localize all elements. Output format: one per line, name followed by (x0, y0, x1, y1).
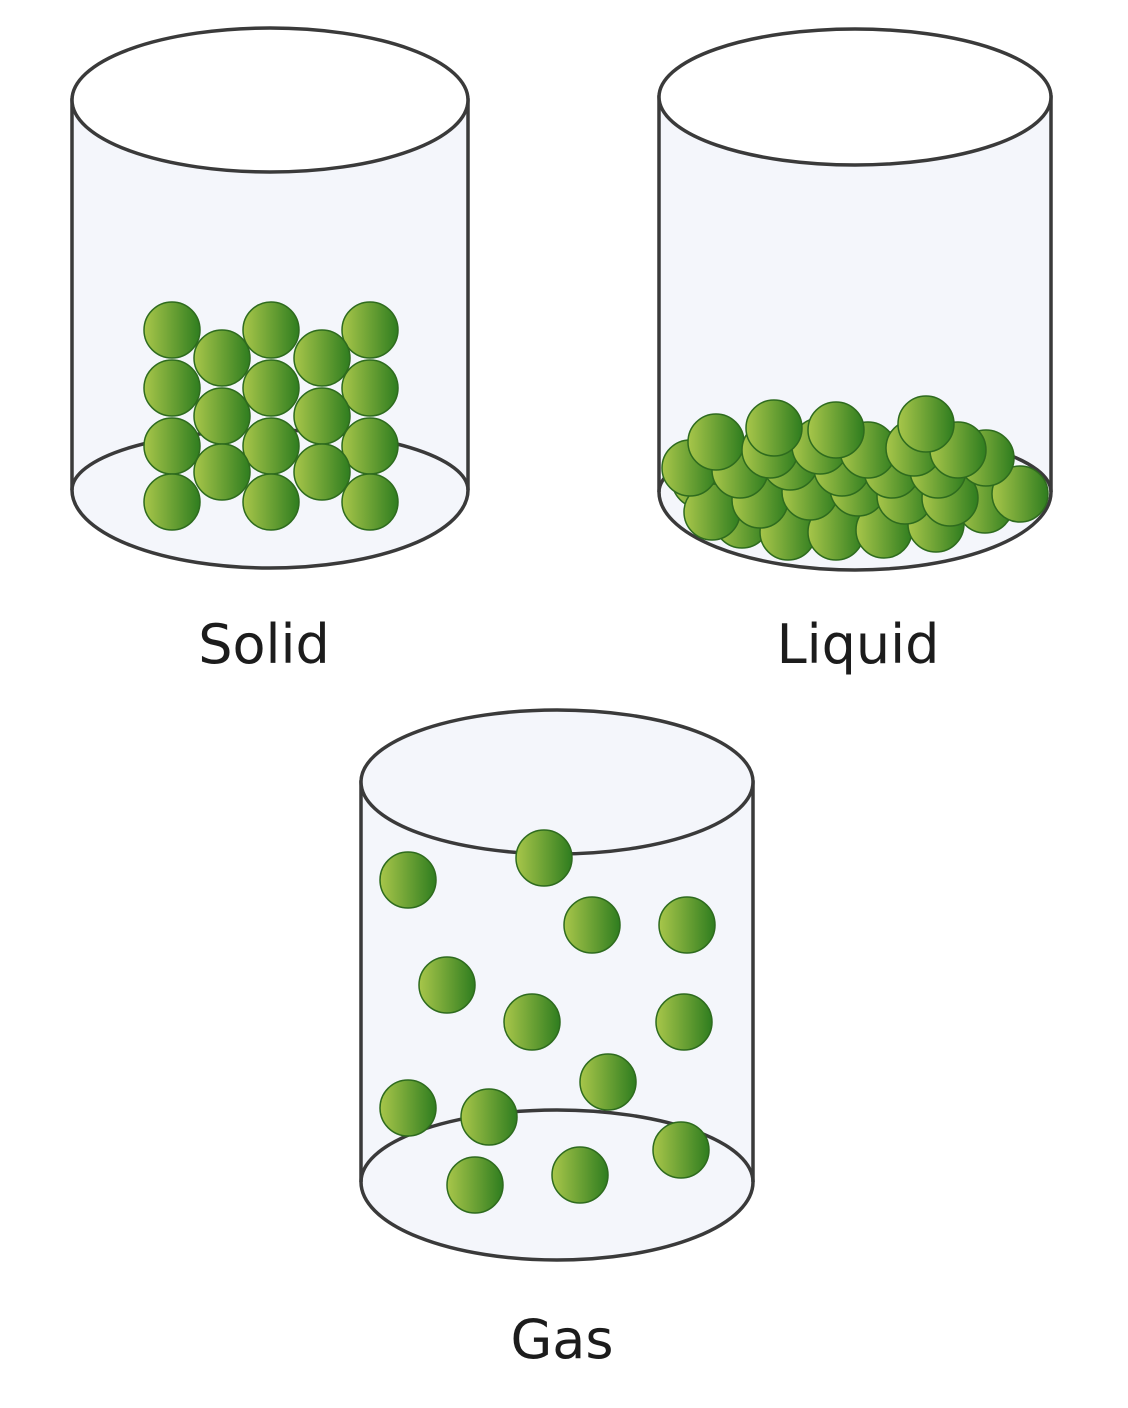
solid-particle (341, 359, 399, 417)
liquid-particle (897, 395, 955, 453)
liquid-container (657, 27, 1053, 572)
gas-particle (563, 896, 621, 954)
solid-particle (341, 301, 399, 359)
solid-container-top-rim (70, 26, 470, 174)
solid-label: Solid (198, 613, 330, 676)
gas-particle (418, 956, 476, 1014)
solid-particles (143, 301, 399, 531)
gas-label: Gas (510, 1308, 614, 1371)
solid-particle (143, 359, 201, 417)
solid-particle (143, 417, 201, 475)
solid-particle (242, 359, 300, 417)
gas-particle (655, 993, 713, 1051)
liquid-particles (661, 395, 1049, 561)
gas-particle (379, 851, 437, 909)
solid-particle (293, 443, 351, 501)
gas-particles (379, 829, 716, 1214)
solid-particle (341, 473, 399, 531)
solid-particle (341, 417, 399, 475)
solid-particle (242, 417, 300, 475)
liquid-particle (687, 413, 745, 471)
liquid-particle (807, 401, 865, 459)
gas-particle (446, 1156, 504, 1214)
gas-particle (460, 1088, 518, 1146)
solid-particle (242, 473, 300, 531)
gas-particle (579, 1053, 637, 1111)
solid-particle (193, 443, 251, 501)
solid-particle (293, 387, 351, 445)
liquid-label: Liquid (776, 613, 940, 676)
solid-particle (293, 329, 351, 387)
liquid-particle (745, 399, 803, 457)
solid-particle (143, 473, 201, 531)
gas-particle (652, 1121, 710, 1179)
solid-particle (143, 301, 201, 359)
gas-particle (551, 1146, 609, 1204)
gas-particle (379, 1079, 437, 1137)
gas-container-base-rim (359, 1108, 755, 1183)
solid-particle (193, 329, 251, 387)
gas-particle (503, 993, 561, 1051)
gas-particle (658, 896, 716, 954)
gas-particle (515, 829, 573, 887)
gas-container (359, 708, 755, 1262)
solid-particle (242, 301, 300, 359)
solid-container (70, 26, 470, 570)
liquid-particle (991, 465, 1049, 523)
solid-particle (193, 387, 251, 445)
liquid-container-top-rim (657, 27, 1053, 167)
